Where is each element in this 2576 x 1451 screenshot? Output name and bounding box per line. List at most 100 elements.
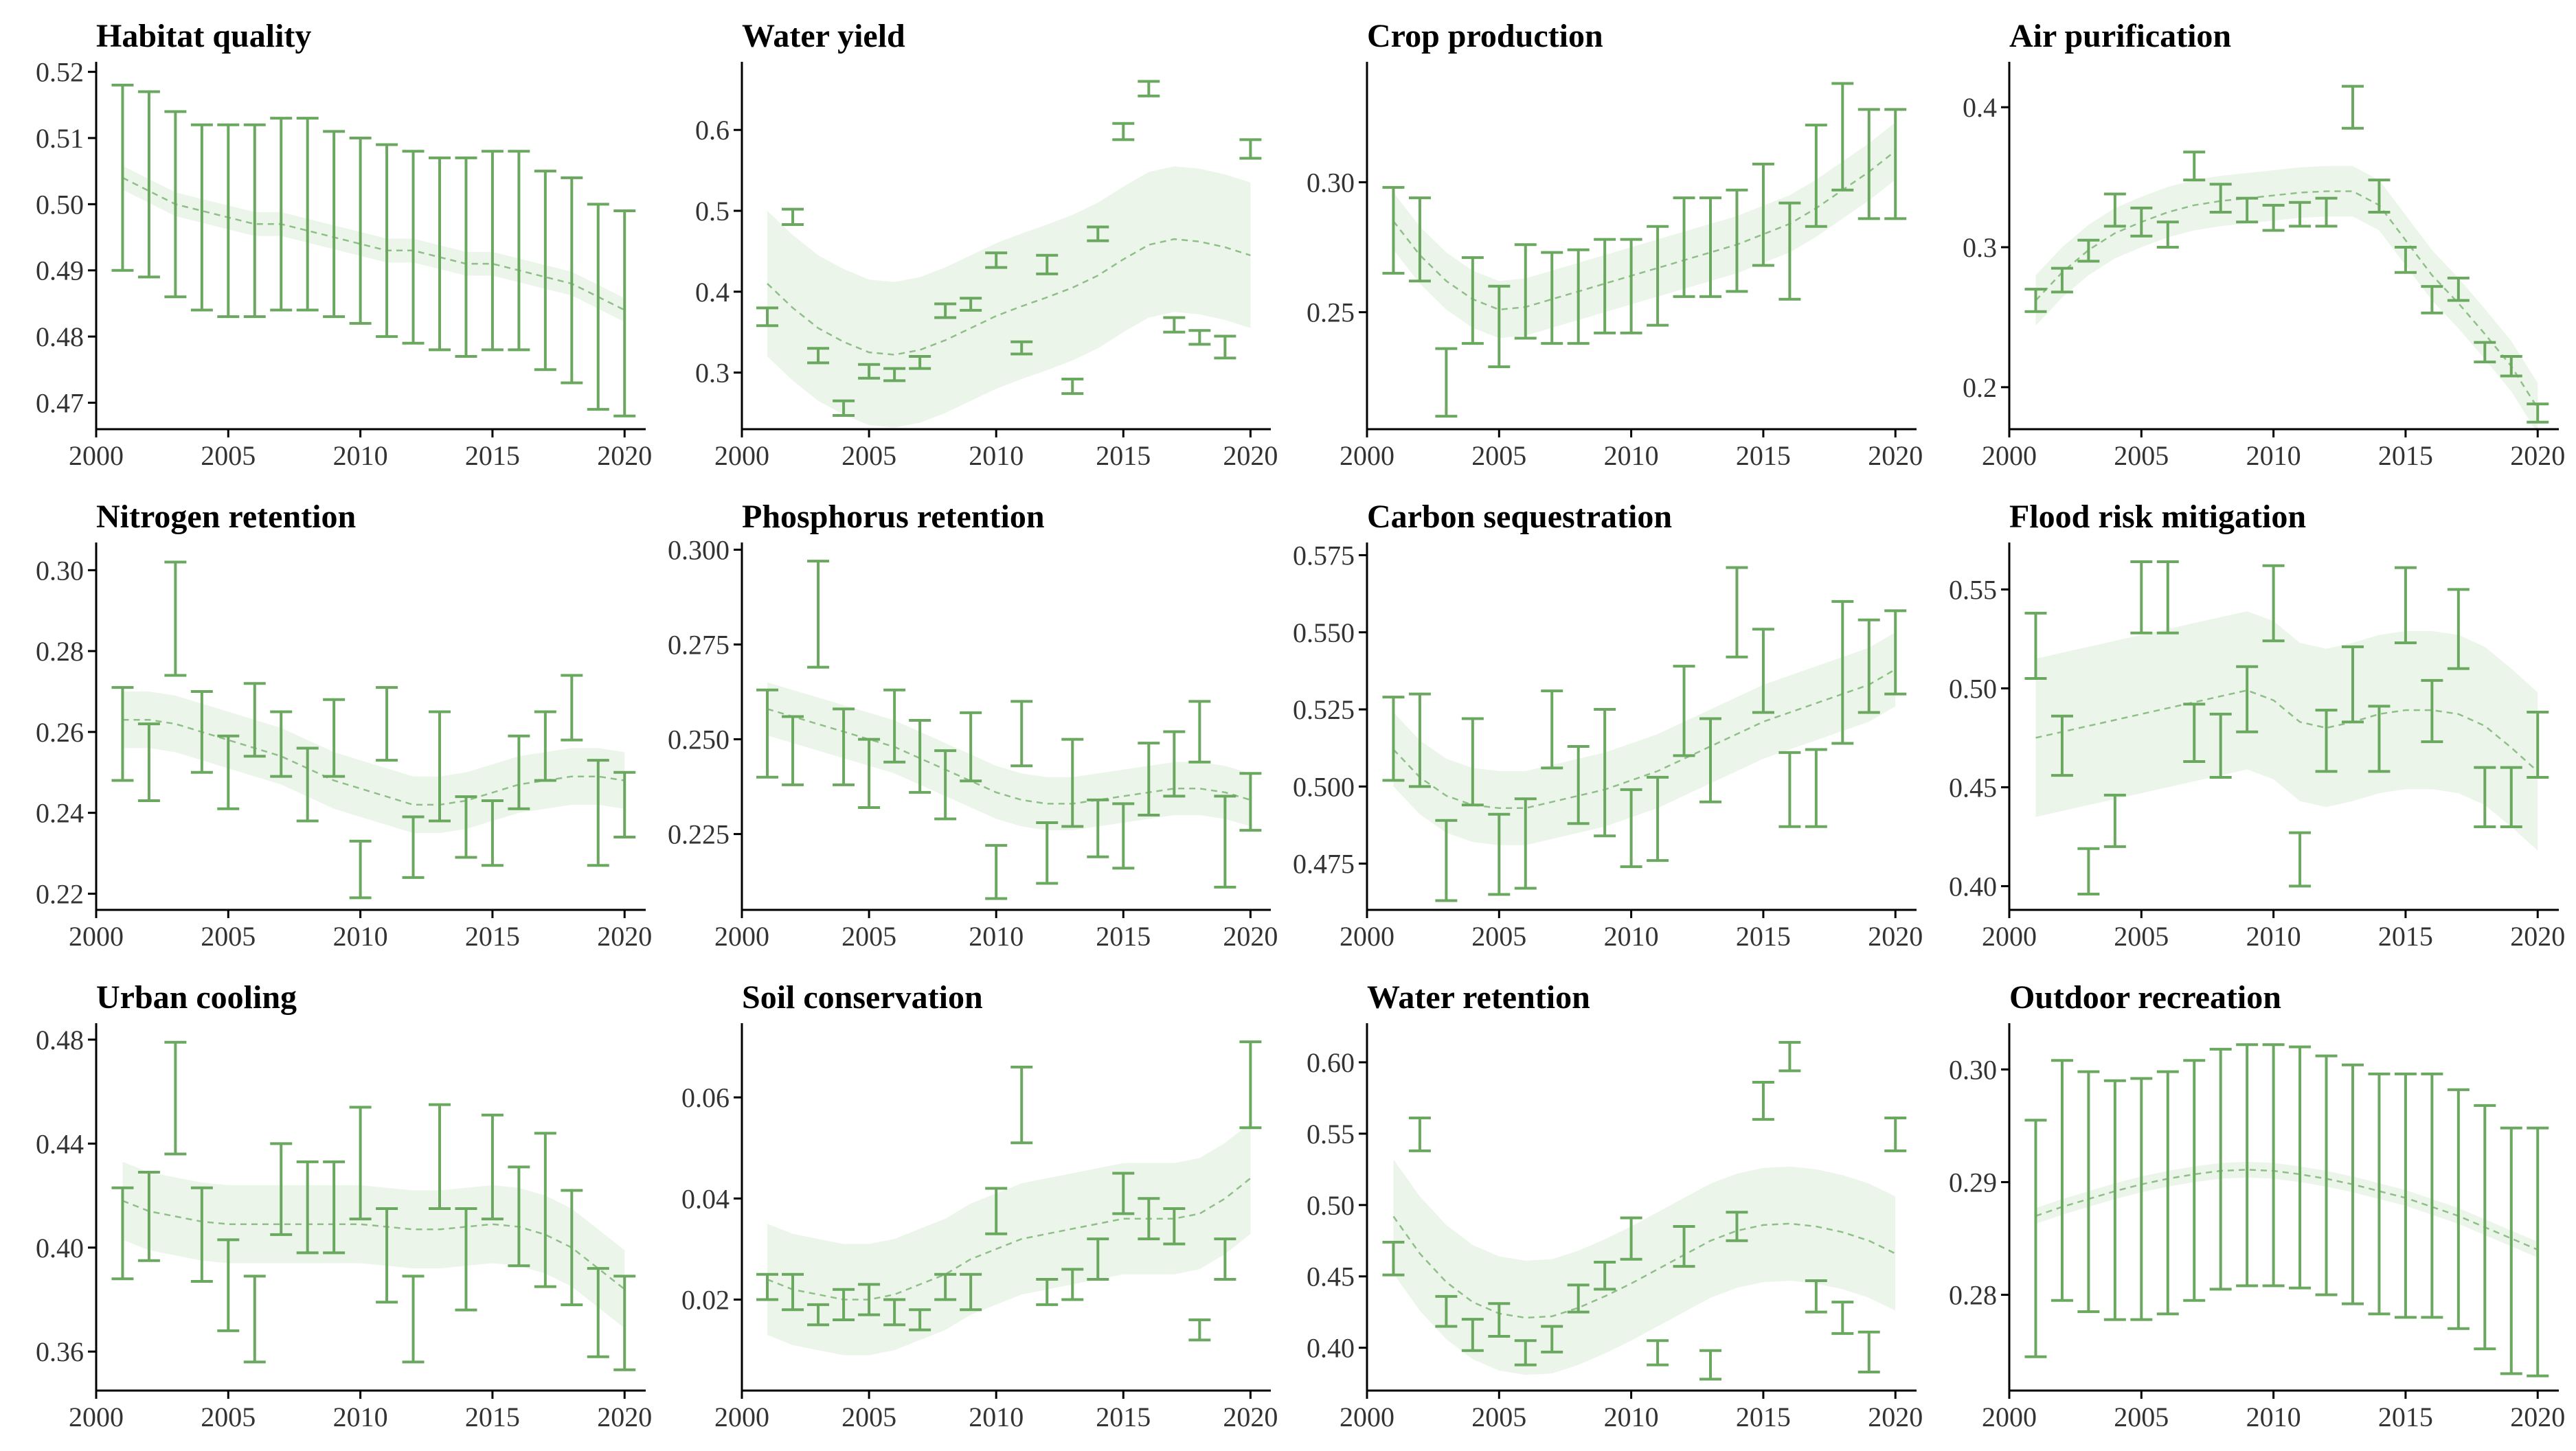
x-tick-label: 2005 bbox=[201, 921, 256, 952]
x-tick-label: 2000 bbox=[1340, 1402, 1394, 1432]
y-tick-label: 0.40 bbox=[36, 1233, 84, 1264]
panel-urban-cooling: Urban cooling 0.36 0.40 0.44 0.48 2000 2005 201… bbox=[36, 979, 652, 1432]
error-bar-2018 bbox=[1831, 1301, 1854, 1335]
error-bar-2013 bbox=[2342, 1063, 2364, 1305]
error-bar-2010 bbox=[1620, 1216, 1642, 1261]
error-bar-2001 bbox=[111, 686, 134, 782]
error-bar-2013 bbox=[429, 710, 451, 823]
y-tick-label: 0.50 bbox=[1307, 1190, 1355, 1221]
error-bar-2011 bbox=[1010, 700, 1033, 768]
error-bar-2007 bbox=[1541, 1325, 1563, 1353]
error-bar-2014 bbox=[1726, 566, 1748, 659]
error-bar-2011 bbox=[1647, 225, 1669, 327]
error-bar-2005 bbox=[1488, 812, 1511, 896]
trend-line bbox=[1392, 150, 1896, 311]
y-tick-label: 0.47 bbox=[36, 387, 84, 418]
y-tick-label: 0.2 bbox=[1963, 372, 1997, 403]
panel-water-yield: Water yield 0.3 0.4 0.5 0.6 2000 2005 2010 2015 2… bbox=[695, 18, 1278, 471]
y-tick-label: 0.51 bbox=[36, 123, 84, 154]
panel-title: Habitat quality bbox=[96, 18, 311, 54]
y-tick-label: 0.575 bbox=[1293, 540, 1355, 571]
error-bar-2014 bbox=[455, 1207, 477, 1312]
x-tick-label: 2015 bbox=[2378, 440, 2433, 471]
panel-title: Air purification bbox=[2009, 18, 2231, 54]
error-bar-2001 bbox=[2024, 1119, 2047, 1358]
error-bar-2008 bbox=[1567, 1283, 1590, 1314]
error-bar-2008 bbox=[2209, 1047, 2232, 1291]
y-tick-label: 0.26 bbox=[36, 717, 84, 748]
x-tick-label: 2020 bbox=[2510, 440, 2565, 471]
confidence-ribbon bbox=[1393, 1159, 1896, 1375]
y-tick-label: 0.5 bbox=[695, 196, 730, 227]
y-tick-label: 0.4 bbox=[1963, 92, 1997, 123]
error-bar-2009 bbox=[2236, 1043, 2259, 1288]
error-bar-2012 bbox=[1673, 665, 1695, 757]
x-tick-label: 2010 bbox=[1604, 921, 1659, 952]
error-bar-2006 bbox=[2156, 220, 2179, 249]
y-tick-label: 0.225 bbox=[668, 819, 730, 850]
error-bar-2005 bbox=[858, 738, 881, 809]
error-bar-2002 bbox=[137, 722, 160, 802]
error-bar-2007 bbox=[1541, 251, 1563, 345]
error-bar-2015 bbox=[2394, 1072, 2417, 1319]
error-bar-2020 bbox=[613, 209, 636, 418]
error-bar-2006 bbox=[243, 123, 266, 319]
confidence-ribbon bbox=[2035, 165, 2538, 434]
error-bar-2003 bbox=[2077, 1070, 2100, 1314]
error-bar-2010 bbox=[985, 251, 1008, 269]
error-bar-2006 bbox=[243, 1275, 266, 1364]
error-bar-2011 bbox=[376, 143, 398, 339]
error-bar-2013 bbox=[1061, 377, 1084, 396]
error-bar-2010 bbox=[1620, 788, 1642, 869]
error-bar-2009 bbox=[2236, 196, 2259, 224]
error-bar-2019 bbox=[2500, 1126, 2522, 1375]
error-bar-2004 bbox=[190, 1186, 213, 1283]
error-bar-2004 bbox=[833, 1288, 855, 1321]
error-bar-2003 bbox=[2077, 238, 2100, 263]
error-bar-2015 bbox=[1752, 628, 1774, 714]
y-tick-label: 0.4 bbox=[695, 277, 730, 308]
error-bar-2013 bbox=[1699, 1349, 1721, 1381]
error-bar-2004 bbox=[833, 707, 855, 786]
x-tick-label: 2005 bbox=[1471, 921, 1526, 952]
x-tick-label: 2020 bbox=[1223, 440, 1278, 471]
trend-line bbox=[1392, 1215, 1896, 1319]
x-tick-label: 2015 bbox=[1096, 440, 1151, 471]
error-bar-2006 bbox=[2156, 560, 2179, 635]
error-bar-2007 bbox=[909, 355, 931, 370]
error-bar-2016 bbox=[2421, 1072, 2443, 1319]
error-bar-2005 bbox=[858, 1283, 881, 1316]
error-bar-2010 bbox=[985, 844, 1008, 900]
error-bar-2009 bbox=[1594, 708, 1616, 838]
error-bar-2017 bbox=[1805, 748, 1827, 828]
error-bar-2016 bbox=[508, 150, 530, 352]
x-tick-label: 2005 bbox=[2114, 1402, 2169, 1432]
error-bar-2019 bbox=[2500, 355, 2522, 378]
error-bar-2019 bbox=[1857, 108, 1880, 220]
error-bar-2007 bbox=[1541, 689, 1563, 770]
panel-title: Nitrogen retention bbox=[96, 499, 356, 535]
y-tick-label: 0.550 bbox=[1293, 617, 1355, 648]
error-bar-2018 bbox=[561, 176, 583, 385]
x-tick-label: 2015 bbox=[1096, 1402, 1151, 1432]
error-bar-2017 bbox=[534, 1132, 556, 1288]
x-tick-label: 2010 bbox=[2246, 1402, 2301, 1432]
x-tick-label: 2005 bbox=[201, 1402, 256, 1432]
x-tick-label: 2015 bbox=[465, 440, 520, 471]
error-bar-2003 bbox=[164, 110, 187, 299]
error-bar-2013 bbox=[1699, 196, 1721, 298]
error-bar-2002 bbox=[1408, 1117, 1431, 1152]
error-bar-2009 bbox=[323, 1160, 346, 1255]
y-tick-label: 0.30 bbox=[1949, 1054, 1997, 1085]
error-bar-2008 bbox=[296, 746, 319, 823]
error-bar-2012 bbox=[402, 150, 425, 345]
error-bar-2016 bbox=[1138, 1197, 1160, 1241]
error-bar-2020 bbox=[613, 1275, 636, 1371]
error-bar-2008 bbox=[2209, 712, 2232, 779]
x-tick-label: 2000 bbox=[1982, 440, 2037, 471]
error-bar-2012 bbox=[1673, 196, 1695, 298]
y-tick-label: 0.06 bbox=[681, 1082, 730, 1113]
error-bar-2006 bbox=[1514, 243, 1537, 340]
panel-air-purification: Air purification 0.2 0.3 0.4 2000 2005 2010 201… bbox=[1963, 18, 2565, 471]
x-tick-label: 2015 bbox=[2378, 1402, 2433, 1432]
